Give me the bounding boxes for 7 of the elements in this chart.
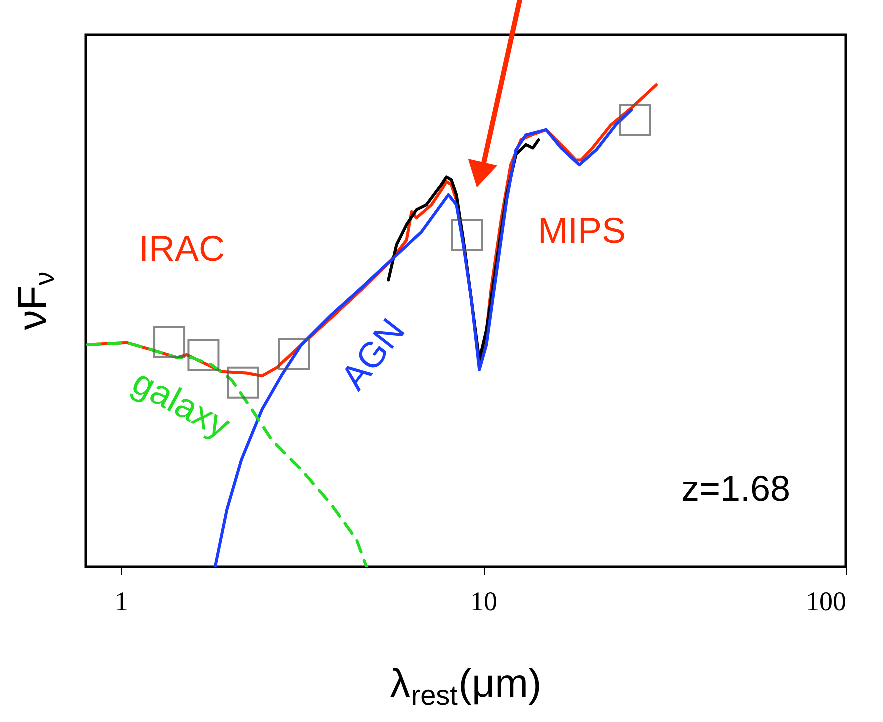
- x-tick-label: 1: [114, 586, 128, 616]
- annotation: MIPS: [538, 210, 626, 251]
- x-tick-label: 100: [806, 586, 846, 616]
- y-axis-title: νFν: [11, 272, 60, 330]
- x-tick-label: 10: [470, 586, 498, 616]
- annotation: z=1.68: [681, 468, 791, 509]
- annotation: IRAC: [138, 228, 226, 269]
